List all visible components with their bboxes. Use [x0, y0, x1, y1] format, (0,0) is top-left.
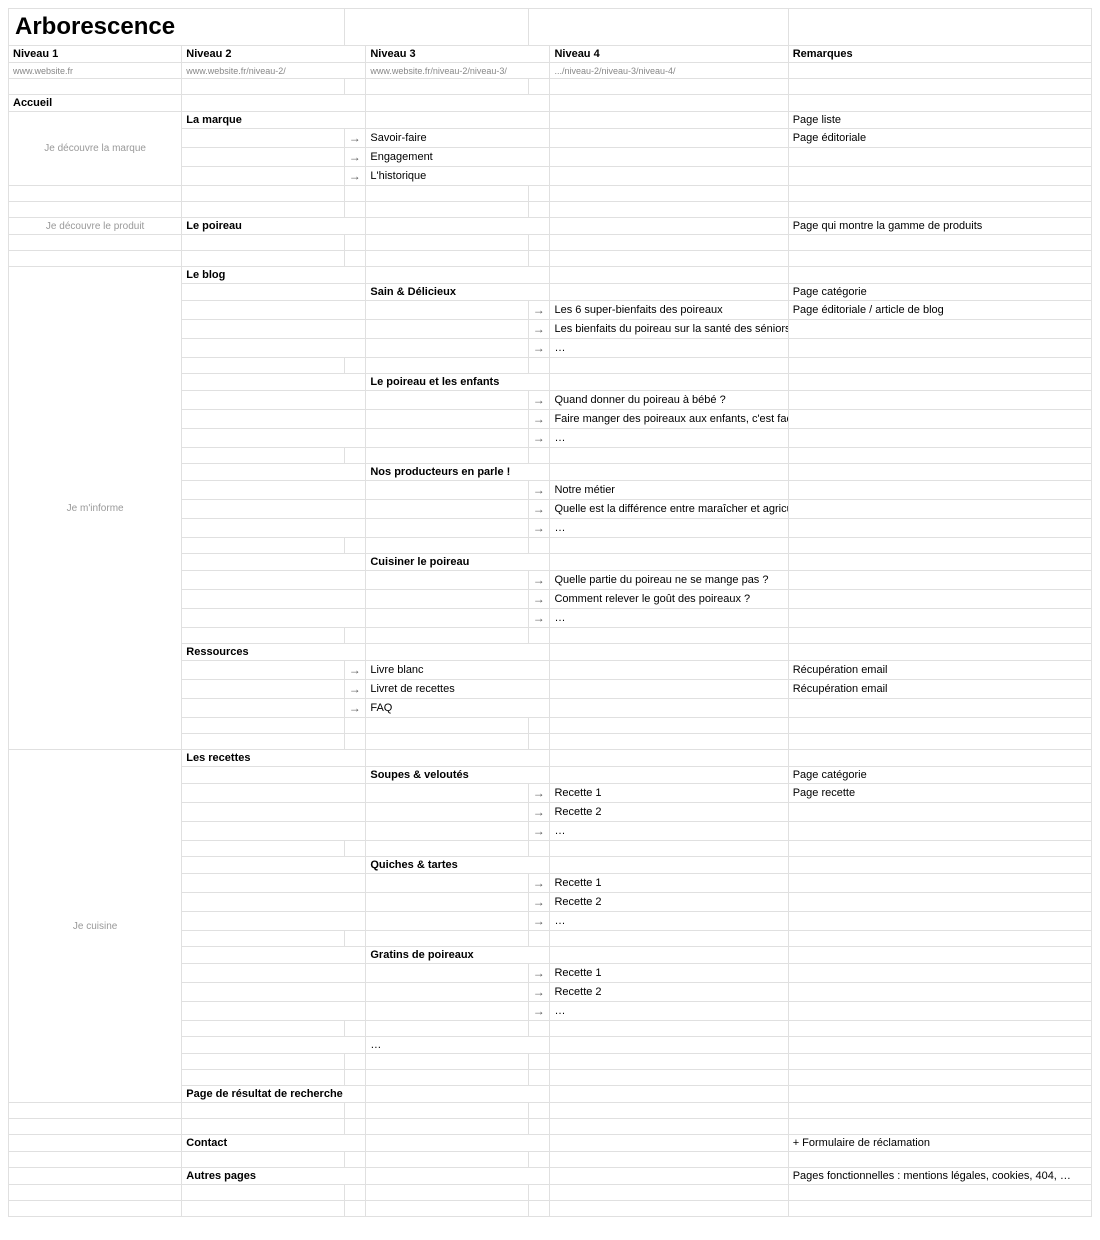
niveau-4-cell: Comment relever le goût des poireaux ? [550, 590, 788, 609]
niveau-4-cell: Quelle partie du poireau ne se mange pas… [550, 571, 788, 590]
remarques-cell: Page qui montre la gamme de produits [788, 218, 1091, 235]
arrow-icon: → [528, 803, 550, 822]
niveau-4-cell: Les 6 super-bienfaits des poireaux [550, 301, 788, 320]
niveau-3-cell: Savoir-faire [366, 129, 550, 148]
niveau-2-cell: Page de résultat de recherche [182, 1086, 366, 1103]
url-niveau-3: www.website.fr/niveau-2/niveau-3/ [366, 63, 550, 79]
niveau-3-cell: Quiches & tartes [366, 857, 550, 874]
niveau-4-cell: … [550, 339, 788, 358]
arrow-icon: → [528, 410, 550, 429]
niveau-4-cell: Quand donner du poireau à bébé ? [550, 391, 788, 410]
niveau-3-cell: … [366, 1037, 550, 1054]
niveau-3-cell: L'historique [366, 167, 550, 186]
remarques-cell: Page liste [788, 112, 1091, 129]
arrow-icon: → [528, 609, 550, 628]
arrow-icon: → [344, 661, 366, 680]
niveau-4-cell: … [550, 822, 788, 841]
url-niveau-1: www.website.fr [9, 63, 182, 79]
header-niveau-2: Niveau 2 [182, 46, 366, 63]
section-label: Je découvre la marque [9, 112, 182, 186]
niveau-2-cell: Le poireau [182, 218, 366, 235]
niveau-2-cell: La marque [182, 112, 366, 129]
niveau-3-cell: Cuisiner le poireau [366, 554, 550, 571]
niveau-4-cell: Recette 1 [550, 964, 788, 983]
niveau-4-cell: … [550, 1002, 788, 1021]
arrow-icon: → [528, 874, 550, 893]
niveau-3-cell: Nos producteurs en parle ! [366, 464, 550, 481]
arrow-icon: → [528, 590, 550, 609]
remarques-cell: Récupération email [788, 661, 1091, 680]
remarques-cell: Page recette [788, 784, 1091, 803]
niveau-4-cell: Recette 2 [550, 893, 788, 912]
arrow-icon: → [528, 519, 550, 538]
arrow-icon: → [528, 912, 550, 931]
remarques-cell: Pages fonctionnelles : mentions légales,… [788, 1168, 1091, 1185]
arrow-icon: → [528, 301, 550, 320]
niveau-4-cell: … [550, 519, 788, 538]
niveau-2-cell: Le blog [182, 267, 366, 284]
niveau-4-cell: Recette 1 [550, 784, 788, 803]
arrow-icon: → [344, 699, 366, 718]
niveau-2-cell: Autres pages [182, 1168, 366, 1185]
niveau-4-cell: Recette 2 [550, 983, 788, 1002]
header-niveau-3: Niveau 3 [366, 46, 550, 63]
remarques-cell: Page éditoriale / article de blog [788, 301, 1091, 320]
niveau-4-cell: … [550, 912, 788, 931]
arrow-icon: → [528, 983, 550, 1002]
arrow-icon: → [344, 167, 366, 186]
remarques-cell: Page catégorie [788, 767, 1091, 784]
niveau-4-cell: Quelle est la différence entre maraîcher… [550, 500, 788, 519]
niveau-4-cell: Recette 1 [550, 874, 788, 893]
remarques-cell: Récupération email [788, 680, 1091, 699]
niveau-2-cell: Contact [182, 1135, 366, 1152]
niveau-2-cell: Ressources [182, 644, 366, 661]
arrow-icon: → [528, 893, 550, 912]
arrow-icon: → [344, 680, 366, 699]
niveau-3-cell: Livret de recettes [366, 680, 550, 699]
section-label: Je cuisine [9, 750, 182, 1103]
arrow-icon: → [528, 822, 550, 841]
header-remarques: Remarques [788, 46, 1091, 63]
arrow-icon: → [528, 964, 550, 983]
remarques-cell: + Formulaire de réclamation [788, 1135, 1091, 1152]
arrow-icon: → [528, 429, 550, 448]
arrow-icon: → [528, 500, 550, 519]
arrow-icon: → [528, 571, 550, 590]
niveau-4-cell: Notre métier [550, 481, 788, 500]
arrow-icon: → [528, 339, 550, 358]
arrow-icon: → [528, 391, 550, 410]
niveau-4-cell: Faire manger des poireaux aux enfants, c… [550, 410, 788, 429]
url-niveau-2: www.website.fr/niveau-2/ [182, 63, 366, 79]
niveau-3-cell: Livre blanc [366, 661, 550, 680]
url-niveau-4: .../niveau-2/niveau-3/niveau-4/ [550, 63, 788, 79]
niveau-4-cell: … [550, 609, 788, 628]
section-label: Je découvre le produit [9, 218, 182, 235]
niveau-3-cell: Soupes & veloutés [366, 767, 550, 784]
niveau-3-cell: Engagement [366, 148, 550, 167]
arrow-icon: → [528, 481, 550, 500]
remarques-cell: Page catégorie [788, 284, 1091, 301]
niveau-3-cell: FAQ [366, 699, 550, 718]
sitemap-table: ArborescenceNiveau 1Niveau 2Niveau 3Nive… [8, 8, 1092, 1217]
remarques-cell: Page éditoriale [788, 129, 1091, 148]
niveau-4-cell: Recette 2 [550, 803, 788, 822]
section-label: Je m'informe [9, 267, 182, 750]
niveau-3-cell: Sain & Délicieux [366, 284, 550, 301]
arrow-icon: → [528, 784, 550, 803]
niveau-1-cell: Accueil [9, 95, 182, 112]
arrow-icon: → [528, 1002, 550, 1021]
arrow-icon: → [528, 320, 550, 339]
niveau-4-cell: Les bienfaits du poireau sur la santé de… [550, 320, 788, 339]
niveau-3-cell: Le poireau et les enfants [366, 374, 550, 391]
niveau-2-cell: Les recettes [182, 750, 366, 767]
header-niveau-4: Niveau 4 [550, 46, 788, 63]
arrow-icon: → [344, 129, 366, 148]
niveau-3-cell: Gratins de poireaux [366, 947, 550, 964]
page-title: Arborescence [9, 9, 345, 46]
header-niveau-1: Niveau 1 [9, 46, 182, 63]
niveau-4-cell: … [550, 429, 788, 448]
arrow-icon: → [344, 148, 366, 167]
